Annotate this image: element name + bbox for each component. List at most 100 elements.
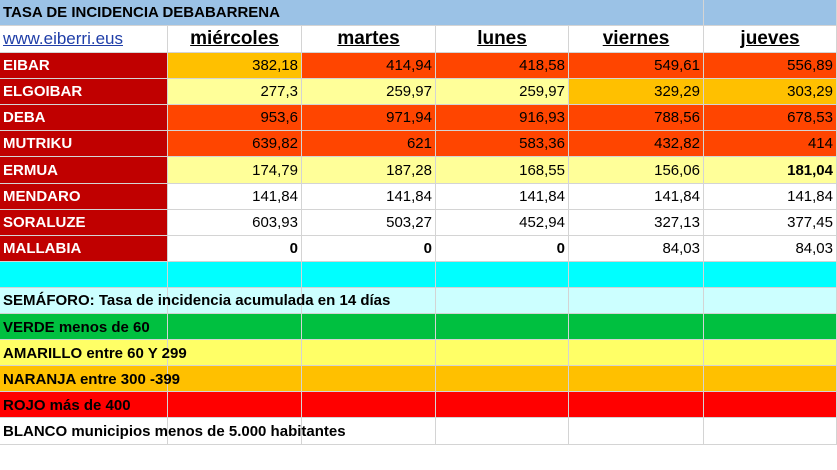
cell[interactable] bbox=[436, 418, 569, 445]
data-cell[interactable]: 168,55 bbox=[436, 157, 569, 184]
municipality-name[interactable]: SORALUZE bbox=[0, 209, 168, 236]
data-cell[interactable]: 503,27 bbox=[302, 209, 436, 236]
column-header-viernes[interactable]: viernes bbox=[569, 26, 704, 54]
data-cell[interactable]: 414 bbox=[704, 131, 837, 158]
municipality-name[interactable]: ERMUA bbox=[0, 157, 168, 184]
cell[interactable] bbox=[436, 261, 569, 288]
column-header-lunes[interactable]: lunes bbox=[436, 26, 569, 54]
cell[interactable] bbox=[302, 340, 436, 367]
cell[interactable] bbox=[704, 340, 837, 367]
cell[interactable] bbox=[302, 392, 436, 419]
data-cell[interactable]: 0 bbox=[168, 235, 302, 262]
data-cell[interactable]: 277,3 bbox=[168, 79, 302, 106]
cell[interactable] bbox=[0, 418, 168, 445]
data-cell[interactable]: 259,97 bbox=[436, 79, 569, 106]
data-cell[interactable]: 953,6 bbox=[168, 105, 302, 132]
data-cell[interactable]: 141,84 bbox=[168, 183, 302, 210]
data-cell[interactable]: 174,79 bbox=[168, 157, 302, 184]
cell[interactable] bbox=[704, 314, 837, 341]
data-cell[interactable]: 549,61 bbox=[569, 53, 704, 80]
cell[interactable] bbox=[436, 287, 569, 315]
title-cell[interactable]: TASA DE INCIDENCIA DEBABARRENA bbox=[0, 0, 570, 27]
data-cell[interactable]: 382,18 bbox=[168, 53, 302, 80]
municipality-name[interactable]: MUTRIKU bbox=[0, 131, 168, 158]
cell[interactable] bbox=[569, 392, 704, 419]
municipality-name[interactable]: DEBA bbox=[0, 105, 168, 132]
cell[interactable] bbox=[0, 392, 168, 419]
data-cell[interactable]: 377,45 bbox=[704, 209, 837, 236]
data-cell[interactable]: 259,97 bbox=[302, 79, 436, 106]
cell[interactable] bbox=[436, 366, 569, 393]
data-cell[interactable]: 971,94 bbox=[302, 105, 436, 132]
cell[interactable] bbox=[168, 418, 302, 445]
data-cell[interactable]: 678,53 bbox=[704, 105, 837, 132]
data-cell[interactable]: 156,06 bbox=[569, 157, 704, 184]
cell[interactable] bbox=[569, 366, 704, 393]
data-cell[interactable]: 916,93 bbox=[436, 105, 569, 132]
data-cell[interactable]: 452,94 bbox=[436, 209, 569, 236]
data-cell[interactable]: 0 bbox=[436, 235, 569, 262]
cell[interactable] bbox=[302, 287, 436, 315]
cell[interactable] bbox=[569, 340, 704, 367]
data-cell[interactable]: 141,84 bbox=[436, 183, 569, 210]
cell[interactable] bbox=[0, 340, 168, 367]
municipality-name[interactable]: EIBAR bbox=[0, 53, 168, 80]
cell[interactable] bbox=[704, 287, 837, 315]
cell[interactable] bbox=[704, 261, 837, 288]
cell[interactable] bbox=[302, 261, 436, 288]
cell[interactable] bbox=[569, 261, 704, 288]
data-cell[interactable]: 556,89 bbox=[704, 53, 837, 80]
data-cell[interactable]: 583,36 bbox=[436, 131, 569, 158]
cell[interactable] bbox=[0, 366, 168, 393]
cell[interactable] bbox=[302, 366, 436, 393]
cell[interactable] bbox=[168, 314, 302, 341]
data-cell[interactable]: 432,82 bbox=[569, 131, 704, 158]
column-header-miercoles[interactable]: miércoles bbox=[168, 26, 302, 54]
data-cell[interactable]: 84,03 bbox=[569, 235, 704, 262]
column-header-jueves[interactable]: jueves bbox=[704, 26, 837, 54]
cell[interactable] bbox=[704, 0, 837, 27]
data-cell[interactable]: 141,84 bbox=[704, 183, 837, 210]
cell[interactable] bbox=[168, 287, 302, 315]
data-cell[interactable]: 603,93 bbox=[168, 209, 302, 236]
cell[interactable] bbox=[436, 340, 569, 367]
data-cell[interactable]: 621 bbox=[302, 131, 436, 158]
data-cell[interactable]: 141,84 bbox=[302, 183, 436, 210]
data-cell[interactable]: 329,29 bbox=[569, 79, 704, 106]
eiberri-link[interactable]: www.eiberri.eus bbox=[3, 29, 123, 49]
cell[interactable] bbox=[569, 418, 704, 445]
cell[interactable] bbox=[168, 261, 302, 288]
cell[interactable] bbox=[569, 0, 705, 27]
municipality-name[interactable]: ELGOIBAR bbox=[0, 79, 168, 106]
cell[interactable] bbox=[302, 314, 436, 341]
data-cell[interactable]: 84,03 bbox=[704, 235, 837, 262]
cell[interactable] bbox=[0, 314, 168, 341]
data-cell[interactable]: 788,56 bbox=[569, 105, 704, 132]
cell[interactable] bbox=[0, 287, 168, 315]
data-cell[interactable]: 181,04 bbox=[704, 157, 837, 184]
data-cell[interactable]: 141,84 bbox=[569, 183, 704, 210]
cell[interactable] bbox=[168, 366, 302, 393]
cell[interactable] bbox=[569, 287, 704, 315]
data-cell[interactable]: 0 bbox=[302, 235, 436, 262]
cell[interactable] bbox=[436, 392, 569, 419]
data-cell[interactable]: 418,58 bbox=[436, 53, 569, 80]
cell[interactable] bbox=[704, 392, 837, 419]
cell[interactable] bbox=[168, 392, 302, 419]
data-cell[interactable]: 327,13 bbox=[569, 209, 704, 236]
cell[interactable] bbox=[704, 418, 837, 445]
data-cell[interactable]: 414,94 bbox=[302, 53, 436, 80]
cell[interactable] bbox=[302, 418, 436, 445]
municipality-name[interactable]: MENDARO bbox=[0, 183, 168, 210]
cell[interactable] bbox=[0, 261, 168, 288]
data-cell[interactable]: 187,28 bbox=[302, 157, 436, 184]
data-cell[interactable]: 303,29 bbox=[704, 79, 837, 106]
cell[interactable] bbox=[436, 314, 569, 341]
cell[interactable] bbox=[569, 314, 704, 341]
data-cell[interactable]: 639,82 bbox=[168, 131, 302, 158]
cell[interactable] bbox=[704, 366, 837, 393]
link-cell[interactable]: www.eiberri.eus bbox=[0, 26, 168, 54]
column-header-martes[interactable]: martes bbox=[302, 26, 436, 54]
cell[interactable] bbox=[168, 340, 302, 367]
municipality-name[interactable]: MALLABIA bbox=[0, 235, 168, 262]
